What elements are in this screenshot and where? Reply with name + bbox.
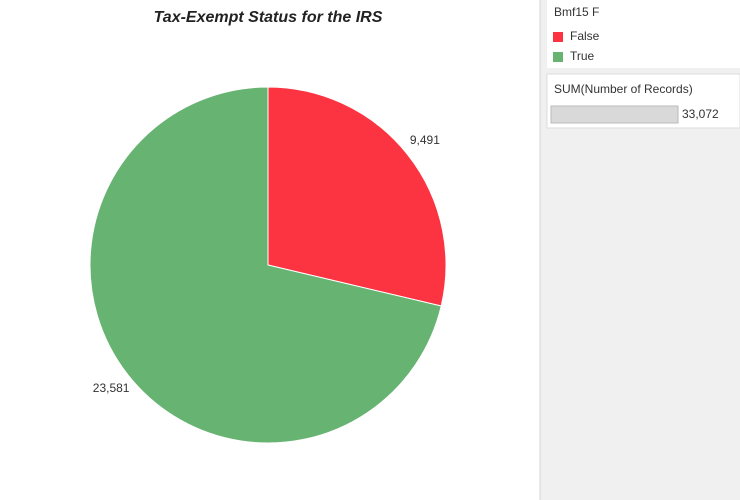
data-label: 9,491	[410, 133, 440, 147]
pie-slice	[89, 86, 442, 444]
size-legend-title: SUM(Number of Records)	[554, 82, 693, 96]
legend-swatch	[553, 52, 563, 62]
size-legend-label: 33,072	[682, 107, 719, 121]
size-legend-bar	[550, 105, 679, 124]
pie-slice	[267, 86, 447, 307]
legend-label: False	[570, 29, 600, 43]
chart-title: Tax-Exempt Status for the IRS	[154, 9, 383, 26]
legend-swatch	[553, 32, 563, 42]
data-label: 23,581	[93, 381, 130, 395]
legend-label: True	[570, 49, 595, 63]
legend-title: Bmf15 F	[554, 5, 599, 19]
color-legend-panel	[547, 0, 740, 68]
